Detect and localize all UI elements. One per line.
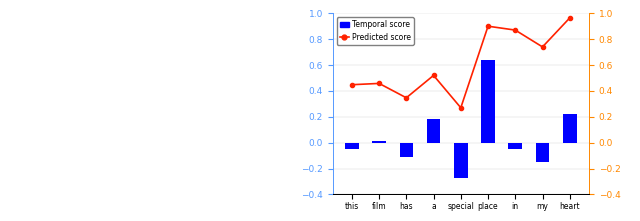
Bar (399, 143, 413, 157)
Bar (536, 143, 549, 162)
Bar (372, 141, 386, 143)
Bar (345, 143, 358, 149)
Bar (508, 143, 522, 149)
Bar (454, 143, 468, 178)
Bar (427, 119, 440, 143)
Bar (481, 60, 495, 143)
Bar (563, 114, 577, 143)
Legend: Temporal score, Predicted score: Temporal score, Predicted score (337, 17, 414, 45)
